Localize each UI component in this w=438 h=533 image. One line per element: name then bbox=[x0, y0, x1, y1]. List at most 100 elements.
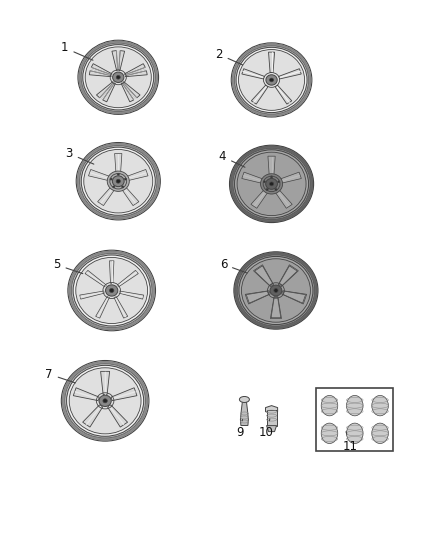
Polygon shape bbox=[114, 296, 128, 318]
Ellipse shape bbox=[71, 253, 152, 328]
Polygon shape bbox=[268, 52, 275, 72]
Ellipse shape bbox=[231, 43, 312, 117]
Ellipse shape bbox=[266, 179, 277, 189]
Ellipse shape bbox=[76, 142, 160, 220]
Polygon shape bbox=[245, 290, 270, 304]
Ellipse shape bbox=[372, 423, 389, 443]
Ellipse shape bbox=[80, 146, 157, 217]
Bar bbox=[316, 388, 393, 451]
Ellipse shape bbox=[117, 173, 120, 175]
Polygon shape bbox=[110, 261, 114, 284]
Polygon shape bbox=[254, 265, 274, 287]
Polygon shape bbox=[279, 266, 297, 286]
Ellipse shape bbox=[78, 144, 159, 219]
Ellipse shape bbox=[234, 46, 309, 114]
Polygon shape bbox=[242, 69, 264, 79]
Ellipse shape bbox=[346, 423, 363, 443]
Polygon shape bbox=[111, 388, 137, 401]
Ellipse shape bbox=[64, 363, 146, 439]
Ellipse shape bbox=[236, 47, 307, 112]
Ellipse shape bbox=[103, 399, 107, 403]
Ellipse shape bbox=[79, 145, 158, 217]
Text: 4: 4 bbox=[219, 150, 245, 167]
Polygon shape bbox=[265, 406, 278, 414]
Ellipse shape bbox=[235, 150, 308, 218]
Ellipse shape bbox=[116, 179, 120, 183]
Ellipse shape bbox=[230, 145, 314, 223]
Text: 2: 2 bbox=[215, 48, 243, 65]
Polygon shape bbox=[271, 297, 281, 318]
Polygon shape bbox=[88, 169, 113, 181]
Ellipse shape bbox=[261, 174, 283, 194]
Ellipse shape bbox=[83, 45, 154, 110]
Text: 5: 5 bbox=[53, 259, 83, 273]
Ellipse shape bbox=[116, 76, 120, 79]
Ellipse shape bbox=[85, 47, 151, 108]
Polygon shape bbox=[270, 296, 282, 319]
Ellipse shape bbox=[68, 250, 155, 331]
Ellipse shape bbox=[239, 256, 313, 325]
Polygon shape bbox=[123, 169, 148, 181]
Text: 3: 3 bbox=[66, 147, 94, 164]
Ellipse shape bbox=[84, 149, 153, 213]
Polygon shape bbox=[276, 172, 301, 184]
Ellipse shape bbox=[79, 42, 157, 113]
Ellipse shape bbox=[239, 50, 304, 110]
Polygon shape bbox=[279, 69, 301, 79]
Ellipse shape bbox=[235, 253, 317, 328]
Ellipse shape bbox=[99, 395, 111, 407]
Ellipse shape bbox=[81, 147, 155, 215]
Polygon shape bbox=[282, 290, 307, 304]
Polygon shape bbox=[119, 291, 144, 299]
Polygon shape bbox=[91, 63, 112, 75]
Ellipse shape bbox=[237, 255, 314, 326]
Polygon shape bbox=[95, 296, 110, 318]
Polygon shape bbox=[242, 172, 267, 184]
Ellipse shape bbox=[275, 189, 277, 191]
Ellipse shape bbox=[233, 148, 310, 220]
Polygon shape bbox=[101, 372, 110, 394]
Polygon shape bbox=[275, 85, 292, 104]
Ellipse shape bbox=[124, 178, 127, 180]
Text: 1: 1 bbox=[61, 42, 93, 60]
Ellipse shape bbox=[274, 288, 278, 293]
Ellipse shape bbox=[107, 171, 129, 191]
Polygon shape bbox=[251, 85, 268, 104]
Ellipse shape bbox=[110, 288, 114, 293]
Text: 7: 7 bbox=[45, 368, 75, 383]
Polygon shape bbox=[89, 71, 111, 77]
Polygon shape bbox=[254, 266, 273, 286]
Polygon shape bbox=[117, 270, 138, 287]
Bar bbox=[267, 409, 276, 426]
Ellipse shape bbox=[65, 364, 145, 438]
Ellipse shape bbox=[81, 43, 155, 111]
Ellipse shape bbox=[269, 78, 274, 82]
Ellipse shape bbox=[241, 259, 311, 322]
Ellipse shape bbox=[69, 252, 154, 329]
Ellipse shape bbox=[122, 186, 124, 188]
Ellipse shape bbox=[269, 182, 274, 186]
Polygon shape bbox=[251, 187, 270, 208]
Ellipse shape bbox=[113, 72, 124, 83]
Ellipse shape bbox=[321, 423, 338, 443]
Ellipse shape bbox=[321, 395, 338, 416]
Polygon shape bbox=[120, 184, 139, 206]
Ellipse shape bbox=[234, 252, 318, 329]
Text: 9: 9 bbox=[236, 419, 244, 439]
Ellipse shape bbox=[113, 186, 115, 188]
Ellipse shape bbox=[61, 360, 149, 441]
Ellipse shape bbox=[346, 395, 363, 416]
Polygon shape bbox=[123, 82, 140, 98]
Polygon shape bbox=[246, 291, 269, 303]
Polygon shape bbox=[96, 82, 113, 98]
Ellipse shape bbox=[67, 365, 144, 437]
Polygon shape bbox=[119, 51, 124, 71]
Ellipse shape bbox=[278, 181, 280, 183]
Ellipse shape bbox=[106, 285, 118, 296]
Polygon shape bbox=[267, 426, 276, 432]
Ellipse shape bbox=[231, 147, 312, 221]
Polygon shape bbox=[124, 63, 145, 75]
Text: 6: 6 bbox=[219, 258, 247, 273]
Ellipse shape bbox=[372, 395, 389, 416]
Ellipse shape bbox=[233, 44, 311, 116]
